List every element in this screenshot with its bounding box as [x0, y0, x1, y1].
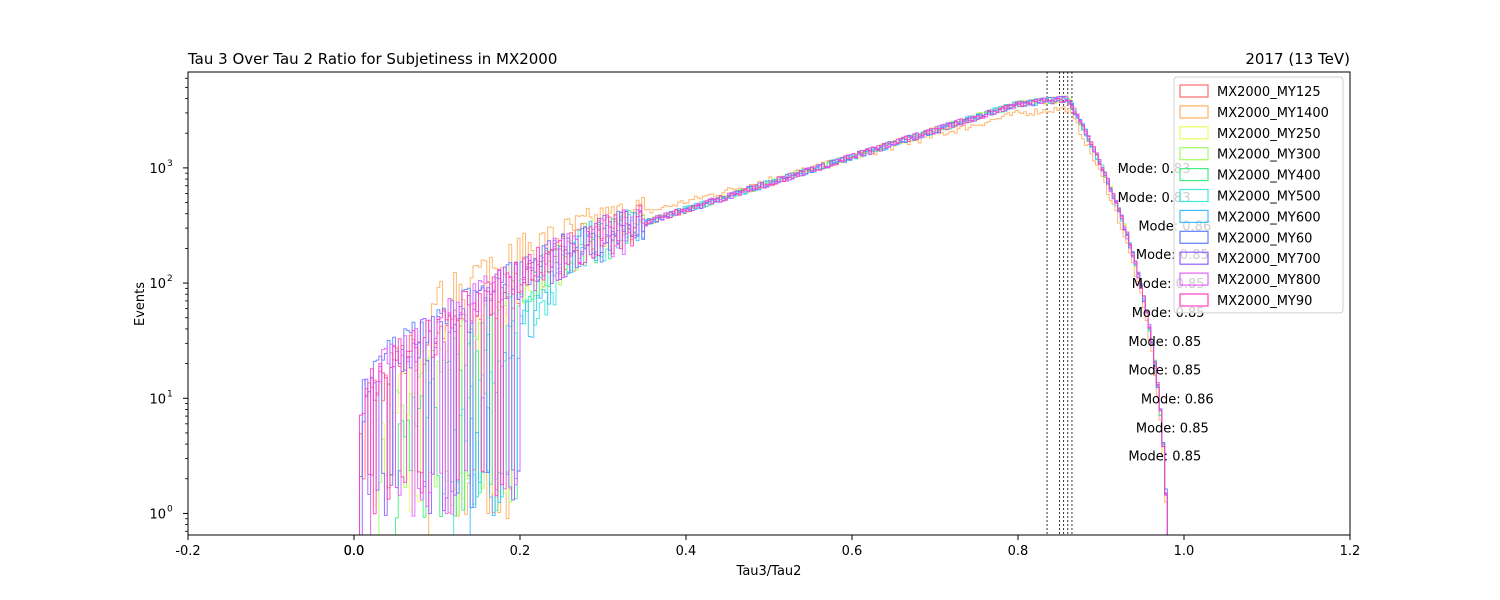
legend-label: MX2000_MY400 [1217, 169, 1321, 184]
legend-label: MX2000_MY60 [1217, 231, 1312, 246]
x-tick-label: 0.8 [1008, 544, 1029, 559]
x-tick-label: -0.2 [175, 544, 200, 559]
legend-swatch [1179, 209, 1209, 223]
mode-annotation: Mode: 0.85 [1128, 335, 1201, 350]
x-tick-label: 0.0 [344, 544, 365, 559]
legend-swatch [1179, 168, 1209, 182]
mode-annotation: Mode: 0.85 [1128, 363, 1201, 378]
legend-swatch [1179, 293, 1209, 307]
y-tick-label: 10 [149, 162, 166, 177]
y-tick-label: 10 [149, 277, 166, 292]
legend-box [1173, 76, 1344, 314]
legend-label: MX2000_MY700 [1217, 252, 1321, 267]
legend-label: MX2000_MY300 [1217, 148, 1321, 163]
y-tick-label: 10 [149, 392, 166, 407]
legend-label: MX2000_MY90 [1217, 294, 1312, 309]
legend-swatch [1179, 147, 1209, 161]
x-tick-label: 1.2 [1340, 544, 1361, 559]
y-axis-label: Events [133, 282, 148, 326]
y-tick-exponent: 3 [167, 159, 173, 169]
x-axis-label: Tau3/Tau2 [736, 564, 802, 579]
mode-annotation: Mode: 0.85 [1128, 449, 1201, 464]
x-tick-label: 0.2 [510, 544, 531, 559]
axes-frame [187, 71, 1351, 536]
legend-swatch [1179, 272, 1209, 286]
legend-label: MX2000_MY600 [1217, 210, 1321, 225]
chart-right-title: 2017 (13 TeV) [1245, 50, 1350, 68]
x-tick-label: 0.4 [676, 544, 697, 559]
histogram-series-MX2000_MY90 [359, 98, 1168, 535]
legend-label: MX2000_MY250 [1217, 127, 1321, 142]
x-tick-label: 1.0 [1174, 544, 1195, 559]
x-extra-tick-label: 0.0 [344, 544, 365, 559]
legend-label: MX2000_MY125 [1217, 85, 1321, 100]
legend-swatch [1179, 188, 1209, 203]
mode-annotation: Mode: 0.86 [1141, 392, 1214, 407]
legend-label: MX2000_MY500 [1217, 190, 1321, 205]
legend-swatch [1179, 251, 1209, 265]
x-tick-label: 0.6 [842, 544, 863, 559]
chart-title: Tau 3 Over Tau 2 Ratio for Subjetiness i… [187, 50, 557, 68]
y-tick-exponent: 0 [167, 504, 173, 514]
legend: MX2000_MY125 MX2000_MY1400 MX2000_MY250 MX2… [1173, 76, 1344, 314]
legend-swatch [1179, 105, 1209, 119]
mode-annotation: Mode: 0.83 [1118, 191, 1191, 206]
x-extra-tick-label: 0.0 [344, 544, 365, 559]
y-tick-exponent: 1 [167, 389, 173, 399]
legend-swatch [1179, 126, 1209, 140]
histogram-series-group [359, 95, 1168, 535]
legend-swatch [1179, 84, 1209, 98]
legend-swatch [1179, 230, 1209, 244]
mode-annotation: Mode: 0.83 [1118, 162, 1191, 177]
legend-label: MX2000_MY800 [1217, 273, 1321, 288]
legend-label: MX2000_MY1400 [1217, 106, 1329, 121]
y-tick-label: 10 [149, 507, 166, 522]
mode-annotation: Mode: 0.85 [1136, 421, 1209, 436]
y-tick-exponent: 2 [167, 274, 173, 284]
